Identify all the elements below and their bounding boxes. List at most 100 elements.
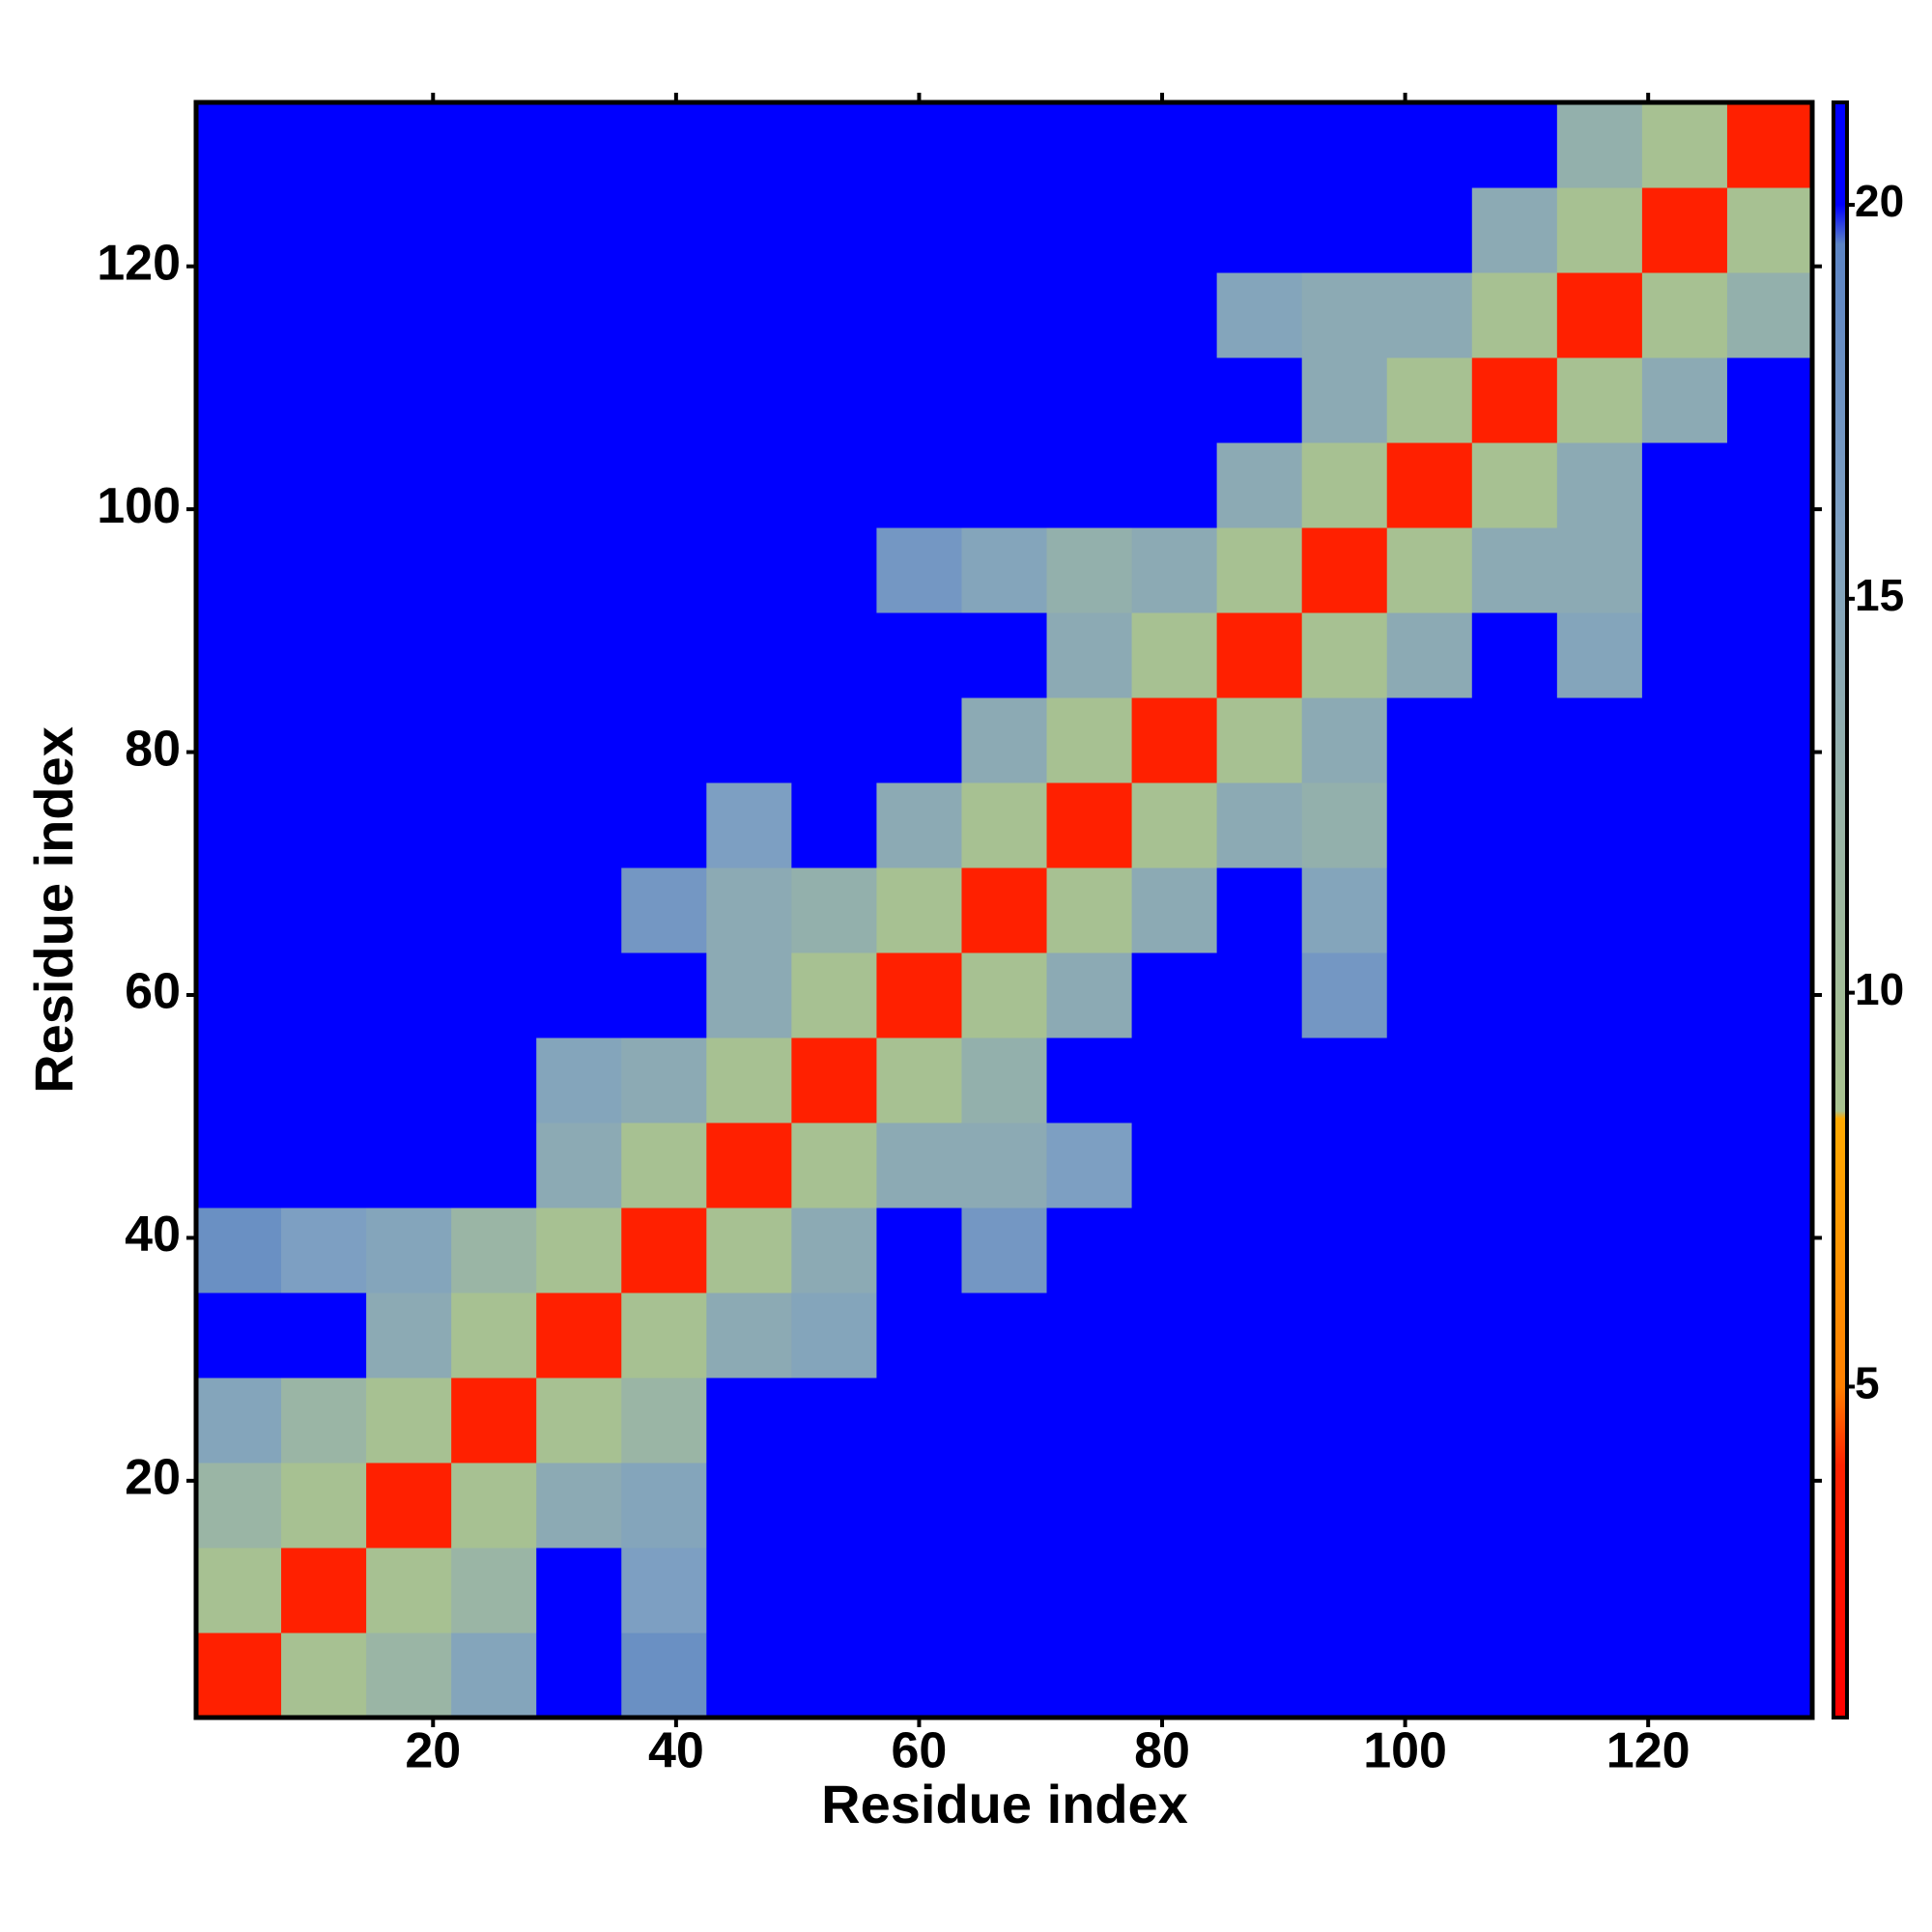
heatmap-cell bbox=[1471, 952, 1558, 1038]
heatmap-cell bbox=[1641, 612, 1728, 698]
y-tick-label: 20 bbox=[125, 1450, 181, 1506]
heatmap-cell bbox=[366, 612, 452, 698]
heatmap-cell bbox=[1131, 1633, 1218, 1719]
heatmap-cell bbox=[451, 272, 537, 358]
heatmap-cell bbox=[451, 697, 537, 783]
heatmap-cell bbox=[791, 612, 877, 698]
heatmap-cell bbox=[1556, 187, 1643, 273]
heatmap-cell bbox=[1471, 1463, 1558, 1548]
heatmap-cell bbox=[366, 1463, 452, 1548]
heatmap-cell bbox=[876, 952, 962, 1038]
heatmap-cell bbox=[536, 272, 622, 358]
heatmap-cell bbox=[1471, 527, 1558, 613]
heatmap-cell bbox=[706, 1548, 792, 1634]
heatmap-cell bbox=[196, 1037, 282, 1123]
heatmap-cell bbox=[1556, 697, 1643, 783]
heatmap-cell bbox=[1301, 357, 1388, 443]
heatmap-cell bbox=[1556, 1122, 1643, 1208]
heatmap-cell bbox=[1301, 1633, 1388, 1719]
heatmap-cell bbox=[1131, 1208, 1218, 1293]
heatmap-cell bbox=[281, 1548, 367, 1634]
heatmap-cell bbox=[961, 697, 1048, 783]
heatmap-cell bbox=[1556, 1037, 1643, 1123]
heatmap-cell bbox=[1301, 527, 1388, 613]
heatmap-cell bbox=[706, 1378, 792, 1463]
heatmap-cell bbox=[791, 1548, 877, 1634]
heatmap-cell bbox=[961, 1463, 1048, 1548]
heatmap-cell bbox=[876, 187, 962, 273]
heatmap-cell bbox=[536, 357, 622, 443]
heatmap-cell bbox=[1641, 697, 1728, 783]
heatmap-cell bbox=[791, 442, 877, 528]
y-tick-label: 120 bbox=[97, 235, 181, 291]
heatmap-cell bbox=[1726, 1548, 1813, 1634]
heatmap-cell bbox=[1301, 1208, 1388, 1293]
heatmap-cell bbox=[451, 782, 537, 868]
heatmap-cell bbox=[621, 1208, 707, 1293]
heatmap-cell bbox=[1471, 1293, 1558, 1378]
heatmap-cell bbox=[1386, 1037, 1473, 1123]
heatmap-cell bbox=[1216, 1548, 1303, 1634]
heatmap-cell bbox=[1471, 1548, 1558, 1634]
heatmap-cell bbox=[961, 1378, 1048, 1463]
y-tick-label: 40 bbox=[125, 1207, 181, 1263]
heatmap-cell bbox=[1471, 1208, 1558, 1293]
heatmap-cell bbox=[876, 697, 962, 783]
heatmap-cell bbox=[1386, 697, 1473, 783]
heatmap-cell bbox=[1046, 442, 1133, 528]
heatmap-cell bbox=[791, 782, 877, 868]
heatmap-cell bbox=[366, 1208, 452, 1293]
heatmap-cell bbox=[1726, 1463, 1813, 1548]
y-axis-label: Residue index bbox=[23, 726, 84, 1094]
heatmap-cell bbox=[366, 697, 452, 783]
heatmap-cell bbox=[366, 527, 452, 613]
heatmap-cell bbox=[961, 102, 1048, 188]
heatmap-cell bbox=[366, 952, 452, 1038]
heatmap-cell bbox=[621, 952, 707, 1038]
heatmap-cell bbox=[1301, 1122, 1388, 1208]
heatmap-cell bbox=[451, 1463, 537, 1548]
heatmap-cell bbox=[196, 782, 282, 868]
heatmap-cell bbox=[366, 272, 452, 358]
heatmap-cell bbox=[1046, 1463, 1133, 1548]
heatmap-cell bbox=[1726, 187, 1813, 273]
x-tick-label: 100 bbox=[1363, 1723, 1447, 1779]
heatmap-cell bbox=[706, 1293, 792, 1378]
heatmap-cell bbox=[1216, 612, 1303, 698]
heatmap-cell bbox=[1131, 697, 1218, 783]
heatmap-cell bbox=[1641, 1208, 1728, 1293]
heatmap-cell bbox=[706, 1633, 792, 1719]
heatmap-cell bbox=[451, 1633, 537, 1719]
heatmap-cell bbox=[961, 357, 1048, 443]
heatmap-cell bbox=[1471, 1037, 1558, 1123]
heatmap-cell bbox=[791, 102, 877, 188]
heatmap-cell bbox=[1216, 782, 1303, 868]
heatmap-cell bbox=[196, 527, 282, 613]
heatmap-cell bbox=[706, 187, 792, 273]
heatmap-cell bbox=[1046, 527, 1133, 613]
heatmap-cell bbox=[451, 1208, 537, 1293]
heatmap-cell bbox=[1386, 187, 1473, 273]
heatmap-cell bbox=[281, 952, 367, 1038]
heatmap-cell bbox=[876, 1378, 962, 1463]
heatmap-cell bbox=[366, 1378, 452, 1463]
heatmap-cell bbox=[791, 1037, 877, 1123]
colorbar-tick-label: 5 bbox=[1855, 1358, 1880, 1408]
heatmap-cell bbox=[1556, 782, 1643, 868]
heatmap-cell bbox=[1301, 272, 1388, 358]
heatmap-cell bbox=[876, 782, 962, 868]
heatmap-cell bbox=[791, 1122, 877, 1208]
heatmap-cell bbox=[961, 442, 1048, 528]
heatmap-cell bbox=[196, 1293, 282, 1378]
heatmap-cell bbox=[1046, 1378, 1133, 1463]
heatmap-cell bbox=[1131, 867, 1218, 953]
heatmap-cell bbox=[791, 867, 877, 953]
heatmap-cell bbox=[706, 102, 792, 188]
heatmap-cell bbox=[451, 442, 537, 528]
heatmap-cell bbox=[1131, 612, 1218, 698]
heatmap-cell bbox=[281, 102, 367, 188]
heatmap-cell bbox=[281, 527, 367, 613]
heatmap-cell bbox=[1131, 952, 1218, 1038]
heatmap-cell bbox=[1046, 102, 1133, 188]
